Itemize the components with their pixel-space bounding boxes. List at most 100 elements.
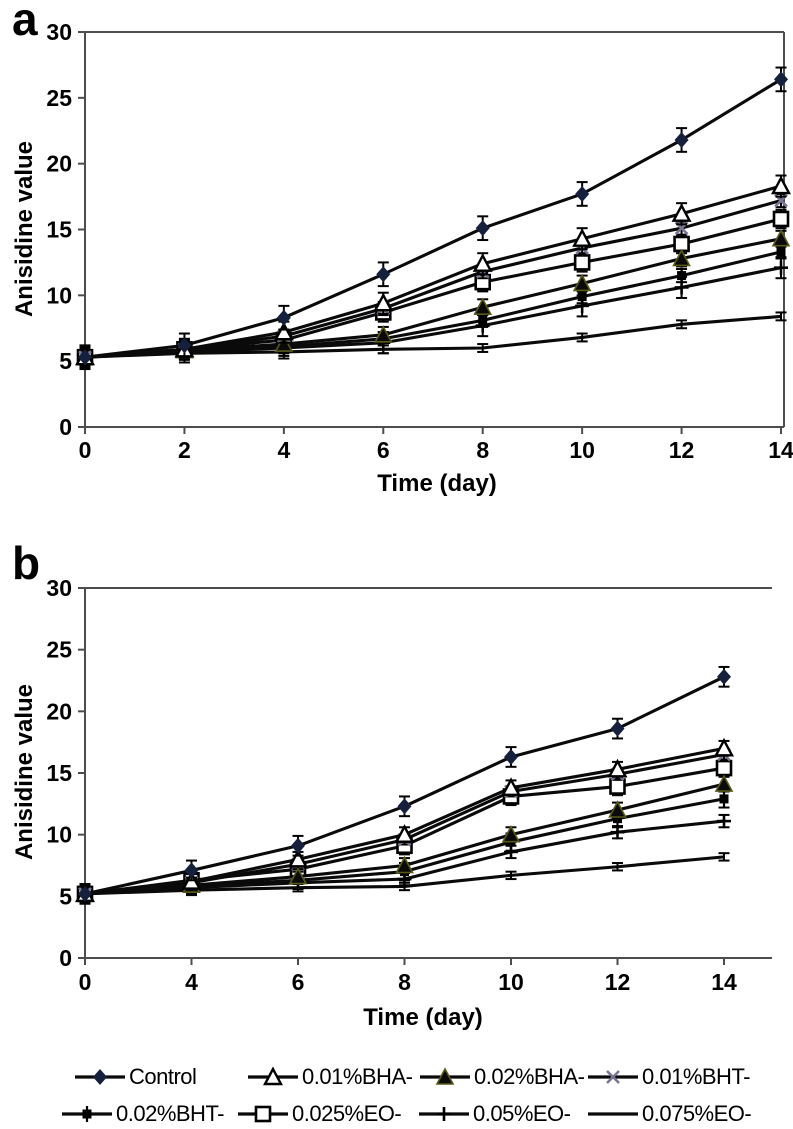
x-tick-label: 10 <box>498 969 524 995</box>
y-tick-label: 25 <box>46 85 72 111</box>
x-tick-label: 2 <box>178 437 191 463</box>
open-square-marker <box>772 210 790 228</box>
open-triangle-marker <box>472 253 493 272</box>
y-tick-label: 20 <box>46 151 72 177</box>
x-tick-label: 12 <box>669 437 695 463</box>
legend-item-label: 0.02%BHT- <box>116 1101 225 1126</box>
filled-diamond-marker <box>93 1069 107 1085</box>
x-cross-icon <box>588 1070 638 1084</box>
open-triangle-marker <box>771 175 791 195</box>
filled-triangle-marker <box>672 248 691 267</box>
open-triangle-marker <box>394 824 415 843</box>
open-triangle-marker <box>501 777 521 796</box>
x-tick-label: 0 <box>79 969 92 995</box>
open-square-marker <box>609 778 626 795</box>
series-line <box>84 78 782 359</box>
plus-icon <box>419 1107 469 1121</box>
legend-item-label: 0.02%BHA- <box>474 1064 585 1089</box>
x-tick-label: 14 <box>711 969 737 995</box>
panel-b-label: b <box>12 537 41 589</box>
x-tick-label: 8 <box>398 969 411 995</box>
legend-item-0-025-eo: 0.025%EO- <box>236 1100 402 1128</box>
filled-diamond-marker <box>78 349 92 366</box>
series-line <box>84 314 782 359</box>
y-tick-label: 30 <box>46 19 72 45</box>
filled-diamond-marker <box>774 71 788 88</box>
series-0-01-bha <box>75 174 791 369</box>
chart-b-y-axis-label: Anisidine value <box>11 683 38 861</box>
open-triangle-icon <box>248 1066 298 1086</box>
legend-item-label: 0.075%EO- <box>642 1101 752 1126</box>
filled-diamond-marker <box>717 668 731 685</box>
series-line <box>84 237 782 359</box>
open-square-icon <box>238 1105 288 1123</box>
filled-triangle-marker <box>714 774 734 792</box>
legend-item-0-075-eo: 0.075%EO- <box>586 1100 752 1128</box>
x-tick-label: 14 <box>768 437 793 463</box>
y-tick-label: 25 <box>46 637 72 663</box>
filled-triangle-marker <box>771 229 791 247</box>
panel-a-label: a <box>12 0 38 45</box>
x-tick-label: 0 <box>79 437 92 463</box>
y-tick-label: 10 <box>46 822 72 848</box>
filled-diamond-marker <box>504 748 518 765</box>
chart-b: 0 5 10 15 20 25 30 0 4 6 8 10 12 14 <box>46 575 772 995</box>
filled-diamond-marker <box>674 131 689 148</box>
y-tick-label: 15 <box>46 217 72 243</box>
legend-item-label: Control <box>129 1064 197 1089</box>
y-tick-label: 0 <box>59 945 72 971</box>
open-triangle-marker <box>572 228 593 247</box>
y-tick-label: 0 <box>59 414 72 440</box>
asterisk-icon <box>62 1106 112 1122</box>
chart-a-y-axis-label: Anisidine value <box>11 140 38 318</box>
filled-diamond-marker <box>575 185 590 202</box>
legend-item-label: 0.01%BHA- <box>302 1064 413 1089</box>
legend-item-0-01-bht: 0.01%BHT- <box>586 1063 751 1091</box>
filled-triangle-marker <box>572 273 592 292</box>
legend-item-label: 0.025%EO- <box>292 1101 402 1126</box>
filled-diamond-marker <box>376 266 391 283</box>
y-tick-label: 5 <box>59 348 72 374</box>
legend-item-0-02-bha: 0.02%BHA- <box>418 1063 585 1091</box>
filled-diamond-icon <box>75 1069 125 1085</box>
x-tick-label: 12 <box>605 969 631 995</box>
open-square-marker <box>254 1105 272 1123</box>
series-control <box>78 665 731 905</box>
filled-triangle-marker <box>473 297 493 315</box>
legend-item-0-02-bht: 0.02%BHT- <box>60 1100 225 1128</box>
chart-a: 0 5 10 15 20 25 30 0 2 4 6 8 10 12 14 <box>46 19 793 463</box>
series-line <box>84 184 782 359</box>
chart-a-x-axis-label: Time (day) <box>377 470 497 497</box>
open-triangle-marker <box>273 321 294 341</box>
filled-triangle-icon <box>420 1067 470 1085</box>
filled-diamond-marker <box>475 220 490 237</box>
legend-item-control: Control <box>73 1063 197 1091</box>
y-tick-label: 5 <box>59 883 72 909</box>
x-tick-label: 10 <box>569 437 595 463</box>
x-tick-label: 4 <box>277 437 290 463</box>
open-triangle-marker <box>714 737 734 757</box>
filled-triangle-marker <box>435 1067 455 1085</box>
filled-triangle-marker <box>373 325 393 343</box>
filled-diamond-marker <box>276 309 291 326</box>
x-tick-label: 6 <box>292 969 305 995</box>
y-tick-label: 15 <box>46 760 72 786</box>
open-triangle-marker <box>671 203 692 222</box>
filled-diamond-marker <box>184 862 199 879</box>
filled-triangle-marker <box>608 800 627 818</box>
filled-diamond-marker <box>78 885 92 902</box>
y-tick-label: 10 <box>46 282 72 308</box>
filled-diamond-marker <box>291 837 305 854</box>
open-triangle-marker <box>607 758 628 778</box>
x-tick-label: 8 <box>476 437 489 463</box>
plain-line-icon <box>588 1112 638 1116</box>
y-tick-label: 20 <box>46 698 72 724</box>
filled-diamond-marker <box>177 337 192 354</box>
chart-b-x-axis-label: Time (day) <box>363 1004 483 1031</box>
legend-item-0-01-bha: 0.01%BHA- <box>246 1063 413 1091</box>
legend-item-label: 0.05%EO- <box>473 1101 571 1126</box>
filled-triangle-marker <box>395 855 414 874</box>
x-tick-label: 6 <box>377 437 390 463</box>
